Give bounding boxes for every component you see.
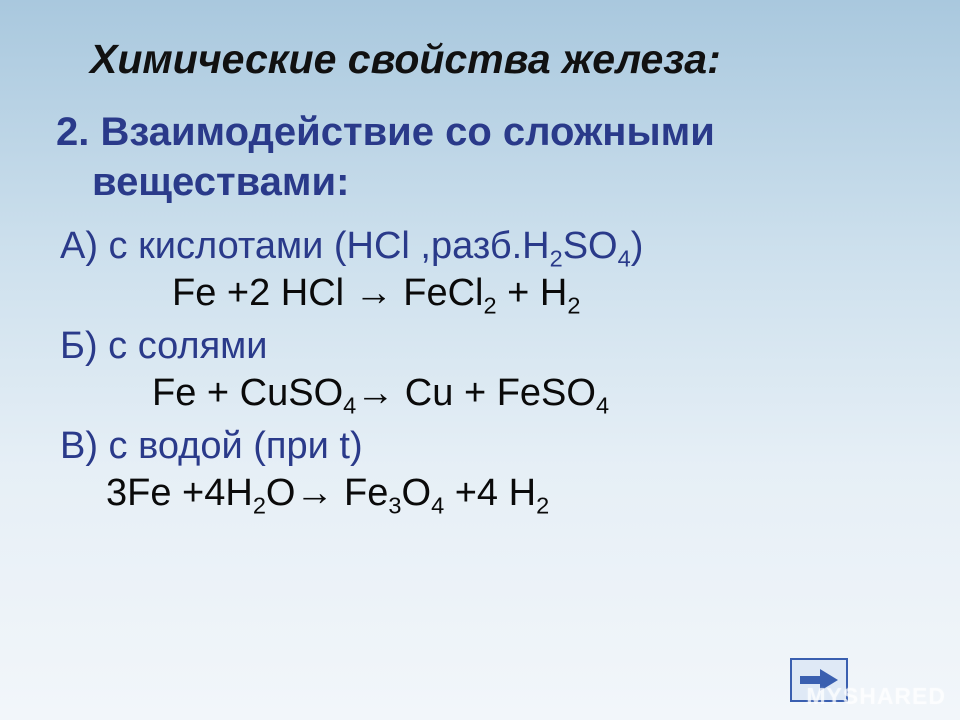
section-b-label: Б) с солями bbox=[60, 325, 920, 368]
eq-a-s1: 2 bbox=[483, 293, 496, 319]
section-a-sub1: 2 bbox=[550, 246, 563, 272]
eq-c-p4: +4 H bbox=[444, 472, 536, 514]
eq-b-s1: 4 bbox=[343, 393, 356, 419]
section-a-sub2: 4 bbox=[618, 246, 631, 272]
slide-content: Химические свойства железа: 2. Взаимодей… bbox=[0, 0, 960, 515]
slide-subtitle: 2. Взаимодействие со сложными веществами… bbox=[56, 107, 920, 207]
eq-c-s3: 4 bbox=[431, 493, 444, 519]
watermark-text: MYSHARED bbox=[806, 683, 946, 710]
subtitle-line1: 2. Взаимодействие со сложными bbox=[56, 110, 715, 154]
eq-c-s4: 2 bbox=[536, 493, 549, 519]
eq-b-s2: 4 bbox=[596, 393, 609, 419]
section-a-text2: SO bbox=[563, 225, 618, 267]
eq-c-p2: O→ Fe bbox=[266, 472, 388, 514]
section-c-label: В) с водой (при t) bbox=[60, 425, 920, 468]
section-a-label: А) с кислотами (HCl ,разб.H2SO4) bbox=[60, 225, 920, 268]
eq-a-p1: Fe +2 HCl → FeCl bbox=[172, 272, 483, 314]
eq-c-p1: 3Fe +4H bbox=[106, 472, 253, 514]
eq-b-p1: Fe + CuSO bbox=[152, 372, 343, 414]
eq-c-s1: 2 bbox=[253, 493, 266, 519]
slide-title: Химические свойства железа: bbox=[90, 36, 920, 83]
subtitle-line2: веществами: bbox=[92, 160, 349, 204]
equation-c: 3Fe +4H2O→ Fe3O4 +4 H2 bbox=[106, 472, 920, 515]
eq-c-s2: 3 bbox=[388, 493, 401, 519]
eq-c-p3: O bbox=[402, 472, 432, 514]
eq-b-p2: → Cu + FeSO bbox=[356, 372, 596, 414]
equation-b: Fe + CuSO4→ Cu + FeSO4 bbox=[152, 372, 920, 415]
eq-a-p2: + H bbox=[497, 272, 568, 314]
section-a-text1: А) с кислотами (HCl ,разб.H bbox=[60, 225, 550, 267]
equation-a: Fe +2 HCl → FeCl2 + H2 bbox=[172, 272, 920, 315]
section-a-text3: ) bbox=[631, 225, 644, 267]
eq-a-s2: 2 bbox=[567, 293, 580, 319]
